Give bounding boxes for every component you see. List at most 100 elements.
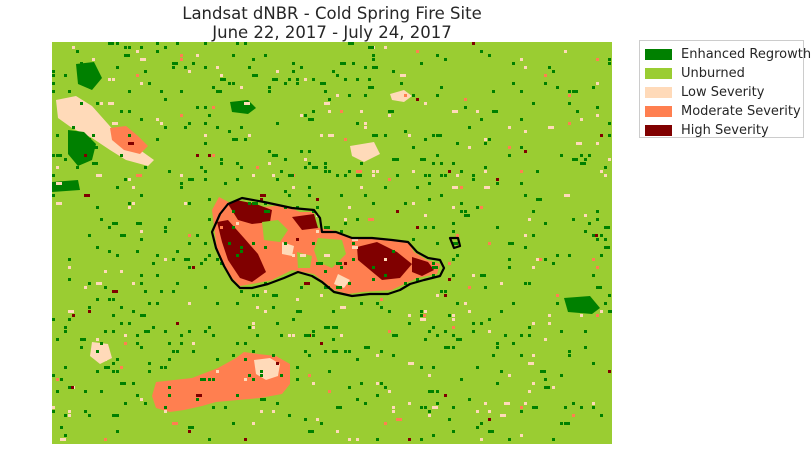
severity-pixel (240, 166, 243, 169)
severity-pixel (536, 170, 539, 173)
severity-pixel (204, 42, 207, 45)
severity-pixel (596, 314, 599, 317)
severity-pixel (372, 66, 378, 69)
severity-pixel (364, 402, 367, 405)
severity-pixel (464, 302, 467, 305)
severity-pixel (468, 146, 471, 149)
severity-pixel (372, 174, 375, 177)
severity-pixel (132, 310, 135, 313)
severity-pixel (484, 138, 487, 141)
severity-pixel (276, 122, 279, 125)
severity-pixel (176, 282, 179, 285)
severity-pixel (204, 242, 207, 245)
severity-pixel (388, 390, 391, 393)
severity-pixel (524, 282, 527, 285)
severity-pixel (80, 66, 83, 69)
severity-pixel (548, 322, 551, 325)
severity-pixel (180, 114, 183, 117)
severity-pixel (596, 142, 599, 145)
severity-pixel (348, 42, 354, 45)
severity-pixel (396, 418, 402, 421)
severity-pixel (444, 346, 450, 349)
severity-pixel (380, 382, 383, 385)
severity-pixel (52, 174, 55, 177)
severity-pixel (312, 166, 318, 169)
severity-pixel (172, 290, 175, 293)
severity-pixel (160, 290, 163, 293)
severity-pixel (428, 390, 434, 393)
severity-pixel (448, 314, 451, 317)
severity-pixel (156, 254, 159, 257)
severity-pixel (320, 262, 323, 265)
severity-pixel (520, 58, 523, 61)
legend-label: Enhanced Regrowth (681, 47, 811, 62)
severity-pixel (524, 150, 527, 153)
severity-pixel (532, 354, 535, 357)
severity-pixel (428, 182, 431, 185)
severity-pixel (224, 406, 227, 409)
severity-pixel (236, 42, 239, 45)
severity-pixel (428, 330, 431, 333)
severity-pixel (464, 210, 467, 213)
severity-pixel (484, 166, 487, 169)
severity-pixel (304, 350, 307, 353)
severity-pixel (368, 218, 374, 221)
severity-pixel (220, 262, 223, 265)
severity-pixel (88, 234, 91, 237)
severity-pixel (128, 46, 131, 49)
severity-pixel (508, 438, 511, 441)
severity-pixel (432, 406, 438, 409)
severity-pixel (608, 310, 612, 313)
severity-pixel (280, 334, 283, 337)
severity-pixel (156, 274, 159, 277)
severity-pixel (96, 102, 99, 105)
severity-pixel (236, 162, 239, 165)
severity-pixel (532, 210, 535, 213)
severity-pixel (436, 242, 439, 245)
severity-pixel (220, 226, 223, 229)
severity-pixel (508, 154, 511, 157)
severity-pixel (460, 210, 463, 213)
severity-pixel (376, 382, 379, 385)
severity-pixel (360, 110, 363, 113)
severity-pixel (436, 154, 439, 157)
severity-pixel (304, 166, 307, 169)
legend-item: Unburned (645, 64, 803, 83)
severity-pixel (432, 434, 435, 437)
severity-pixel (452, 222, 455, 225)
severity-pixel (192, 350, 195, 353)
severity-pixel (252, 202, 258, 205)
severity-pixel (204, 170, 207, 173)
severity-pixel (384, 258, 387, 261)
severity-pixel (164, 410, 167, 413)
severity-pixel (240, 86, 243, 89)
severity-pixel (432, 162, 435, 165)
severity-pixel (312, 210, 315, 213)
severity-pixel (108, 250, 111, 253)
legend-label: Moderate Severity (681, 104, 801, 119)
legend-item: Low Severity (645, 83, 803, 102)
severity-pixel (300, 114, 303, 117)
severity-pixel (200, 166, 203, 169)
severity-pixel (140, 274, 143, 277)
severity-pixel (252, 350, 255, 353)
severity-pixel (160, 122, 163, 125)
severity-pixel (256, 166, 259, 169)
severity-pixel (348, 170, 351, 173)
severity-pixel (116, 430, 119, 433)
severity-pixel (192, 342, 195, 345)
severity-pixel (496, 342, 499, 345)
severity-pixel (56, 202, 62, 205)
severity-pixel (80, 62, 83, 65)
severity-pixel (580, 162, 586, 165)
severity-pixel (304, 282, 310, 285)
severity-pixel (520, 334, 523, 337)
severity-pixel (436, 390, 439, 393)
severity-pixel (424, 226, 427, 229)
severity-pixel (60, 426, 63, 429)
severity-pixel (60, 378, 63, 381)
severity-pixel (324, 102, 330, 105)
severity-pixel (184, 126, 187, 129)
severity-pixel (412, 202, 415, 205)
chart-title: Landsat dNBR - Cold Spring Fire Site (182, 4, 482, 23)
